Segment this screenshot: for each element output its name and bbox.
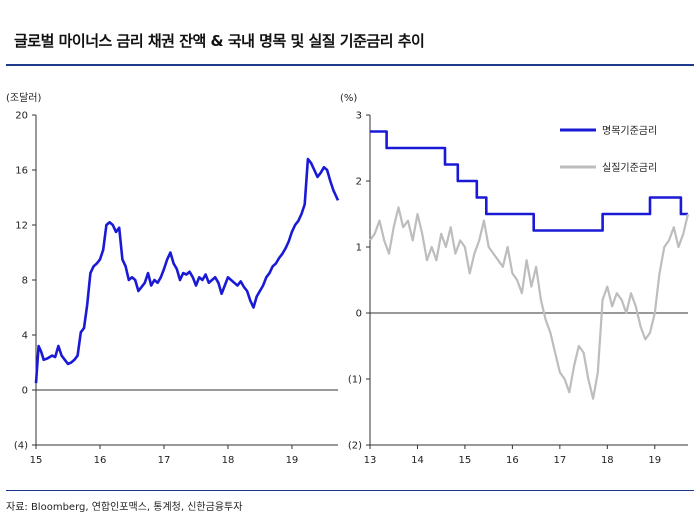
x-tick-label: 16: [94, 455, 107, 466]
title-rule: [6, 64, 694, 66]
y-tick-label: (4): [14, 441, 28, 452]
series-line-real: [369, 206, 690, 400]
x-tick-label: 18: [222, 455, 235, 466]
x-tick-label: 17: [553, 455, 566, 466]
legend-label: 명목기준금리: [602, 125, 657, 137]
x-tick-label: 14: [411, 455, 424, 466]
y-tick-label: 4: [22, 331, 28, 342]
y-tick-label: 2: [356, 177, 362, 188]
y-tick-label: 20: [15, 111, 28, 122]
left-chart-money-negative-yield: (조달러) (4) 0 4 8 12 16 20 15 16 17 18 19: [6, 92, 340, 466]
x-tick-label: 19: [286, 455, 299, 466]
x-tick-label: 17: [158, 455, 171, 466]
source-note: 자료: Bloomberg, 연합인포맥스, 통계청, 신한금융투자: [6, 502, 243, 513]
series-line-nominal: [370, 130, 688, 232]
y-tick-label: (1): [348, 375, 362, 386]
x-tick-label: 13: [364, 455, 377, 466]
legend-label: 실질기준금리: [602, 162, 657, 174]
x-tick-label: 19: [648, 455, 661, 466]
y-unit-label: (조달러): [6, 92, 42, 104]
y-tick-label: 0: [356, 309, 362, 320]
y-tick-label: 3: [356, 111, 362, 122]
y-tick-label: 8: [22, 276, 28, 287]
y-tick-label: 0: [22, 386, 28, 397]
y-tick-label: 16: [15, 166, 28, 177]
y-tick-label: (2): [348, 441, 362, 452]
source-rule: [6, 490, 694, 491]
series-line: [34, 157, 340, 384]
x-tick-label: 18: [601, 455, 614, 466]
y-tick-label: 1: [356, 243, 362, 254]
x-tick-label: 15: [459, 455, 472, 466]
title-bar: 글로벌 마이너스 금리 채권 잔액 & 국내 명목 및 실질 기준금리 추이: [0, 0, 700, 72]
x-tick-label: 16: [506, 455, 519, 466]
y-unit-label: (%): [340, 93, 357, 104]
y-tick-label: 12: [15, 221, 28, 232]
x-tick-label: 15: [30, 455, 43, 466]
chart-title: 글로벌 마이너스 금리 채권 잔액 & 국내 명목 및 실질 기준금리 추이: [14, 32, 425, 50]
